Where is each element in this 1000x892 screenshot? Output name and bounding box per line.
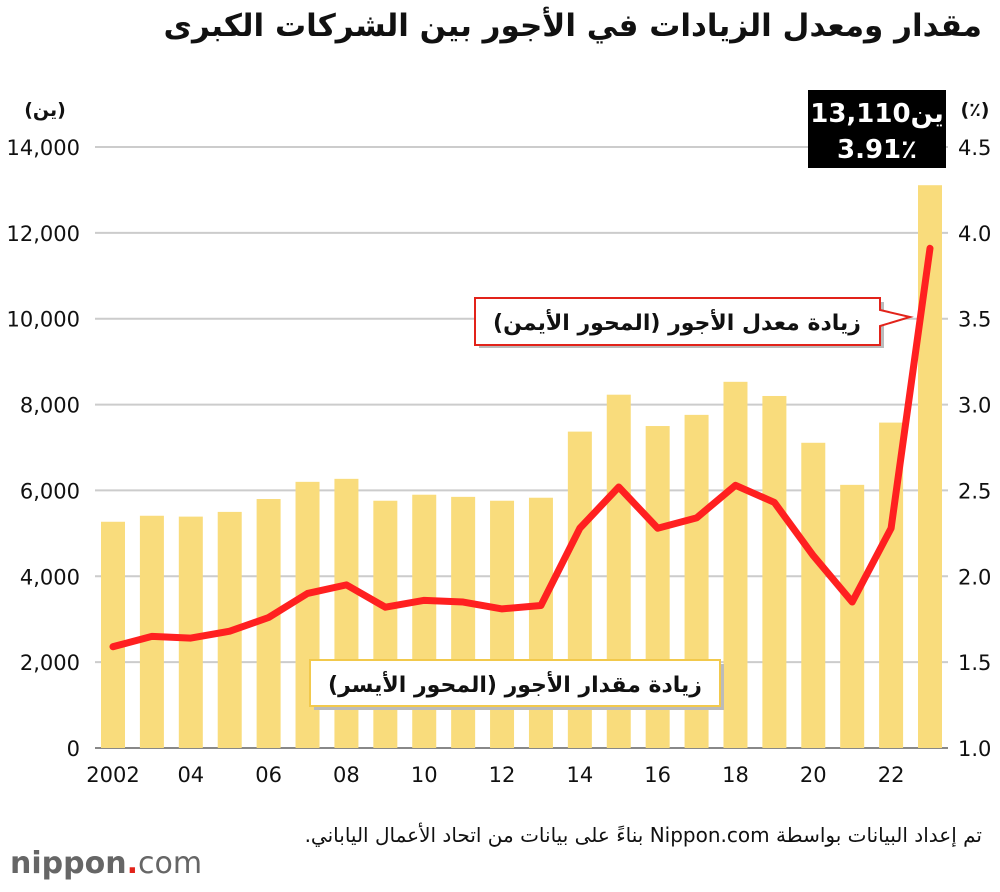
right-tick-label: 1.5 [958, 651, 991, 675]
annotation-box [808, 90, 946, 168]
left-tick-label: 12,000 [7, 222, 80, 246]
bar-2011 [451, 496, 476, 748]
rate-legend-label: زيادة معدل الأجور (المحور الأيمن) [493, 308, 861, 336]
amount-legend-label: زيادة مقدار الأجور (المحور الأيسر) [328, 670, 702, 698]
rate-point-2015 [618, 486, 620, 488]
bar-2013 [528, 497, 553, 748]
logo-com: com [137, 846, 203, 881]
x-tick-label: 16 [644, 763, 671, 787]
right-tick-label: 2.0 [958, 565, 991, 589]
left-tick-label: 2,000 [20, 651, 80, 675]
rate-point-2016 [657, 527, 659, 529]
chart-title: مقدار ومعدل الزيادات في الأجور بين الشرك… [163, 8, 982, 44]
bar-2023 [918, 185, 942, 748]
left-tick-label: 0 [67, 737, 80, 761]
rate-point-2004 [190, 637, 192, 639]
annotation-rate: 3.91٪ [837, 135, 917, 165]
right-tick-label: 4.0 [958, 222, 991, 246]
bar-2020 [801, 442, 826, 748]
rate-point-2012 [501, 608, 503, 610]
rate-point-2010 [423, 599, 425, 601]
rate-point-2022 [890, 527, 892, 529]
rate-point-2006 [268, 616, 270, 618]
left-tick-label: 10,000 [7, 308, 80, 332]
nippon-logo: nippon.com [10, 846, 202, 881]
logo-dot: . [126, 846, 138, 881]
rate-point-2009 [384, 606, 386, 608]
bar-2012 [490, 500, 515, 748]
x-tick-label: 18 [722, 763, 749, 787]
right-tick-label: 4.5 [958, 136, 991, 160]
x-tick-label: 08 [333, 763, 360, 787]
bar-2002 [101, 521, 125, 748]
x-tick-label: 04 [177, 763, 204, 787]
right-tick-label: 2.5 [958, 479, 991, 503]
x-tick-label: 14 [566, 763, 593, 787]
rate-point-2020 [812, 555, 814, 557]
left-axis-label: (ين) [24, 99, 66, 121]
x-tick-label: 06 [255, 763, 282, 787]
rate-point-2019 [773, 501, 775, 503]
right-tick-label: 3.0 [958, 394, 991, 418]
left-tick-label: 6,000 [20, 479, 80, 503]
left-tick-label: 8,000 [20, 394, 80, 418]
bar-2009 [373, 500, 398, 748]
rate-point-2005 [229, 630, 231, 632]
rate-point-2017 [696, 517, 698, 519]
rate-legend-box [474, 297, 914, 346]
x-tick-label: 2002 [86, 763, 139, 787]
rate-point-2002 [112, 646, 114, 648]
rate-point-2018 [734, 484, 736, 486]
rate-line [109, 244, 934, 651]
annotation-amount: 13,110ين [810, 99, 944, 129]
bar-2003 [139, 515, 164, 748]
left-tick-label: 4,000 [20, 565, 80, 589]
source-note: تم إعداد البيانات بواسطة Nippon.com بناء… [304, 823, 982, 847]
logo-name: nippon [10, 846, 127, 881]
rate-point-2023 [929, 247, 931, 249]
x-tick-label: 20 [800, 763, 827, 787]
rate-point-2008 [345, 584, 347, 586]
bar-2019 [762, 395, 787, 748]
amount-legend-box [309, 659, 721, 707]
x-tick-label: 12 [489, 763, 516, 787]
x-tick-label: 10 [411, 763, 438, 787]
x-tick-label: 22 [878, 763, 905, 787]
right-axis-label: (٪) [961, 99, 990, 121]
bar-2018 [723, 381, 748, 748]
bar-2010 [412, 494, 437, 748]
rate-point-2011 [462, 601, 464, 603]
rate-point-2003 [151, 635, 153, 637]
rate-point-2014 [579, 527, 581, 529]
bar-2004 [178, 516, 203, 748]
rate-point-2013 [540, 604, 542, 606]
rate-point-2021 [851, 601, 853, 603]
rate-point-2007 [307, 592, 309, 594]
right-tick-label: 1.0 [958, 737, 991, 761]
left-tick-label: 14,000 [7, 136, 80, 160]
right-tick-label: 3.5 [958, 308, 991, 332]
bar-2021 [840, 484, 865, 748]
